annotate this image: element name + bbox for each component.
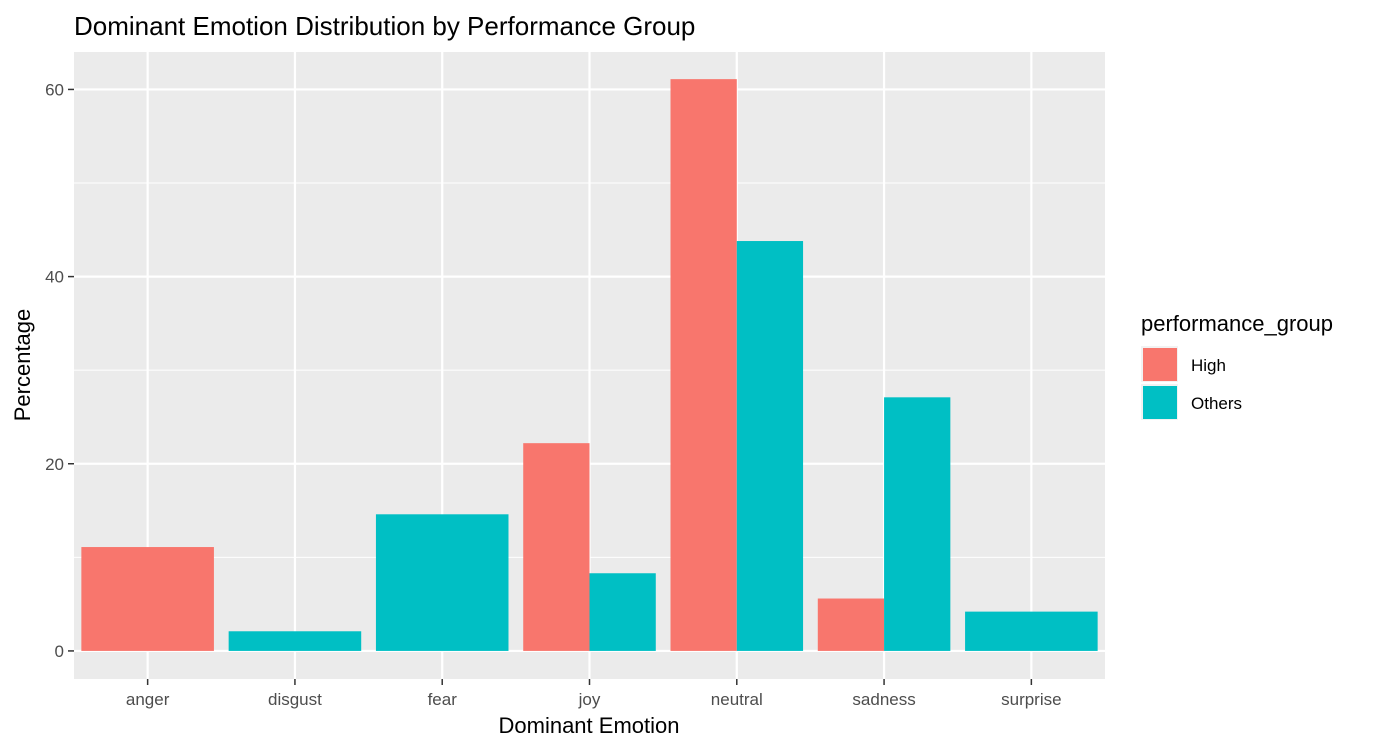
bar-high-sadness xyxy=(817,598,885,651)
bars xyxy=(81,79,1098,651)
x-tick-label: fear xyxy=(428,690,458,709)
x-axis-ticks: anger disgust fear joy neutral sadness surpris… xyxy=(126,679,1062,709)
y-tick-label: 40 xyxy=(45,268,64,287)
y-axis-ticks: 0 20 40 60 xyxy=(45,80,74,661)
legend-swatch-high xyxy=(1143,348,1177,381)
bar-high-joy xyxy=(523,443,590,651)
x-tick-label: joy xyxy=(578,690,601,709)
bar-others-disgust xyxy=(228,631,362,651)
legend-title: performance_group xyxy=(1141,311,1333,336)
y-tick-label: 0 xyxy=(55,642,64,661)
legend-label-others: Others xyxy=(1191,394,1242,413)
x-tick-label: anger xyxy=(126,690,170,709)
legend-items: High Others xyxy=(1141,346,1242,420)
bar-others-joy xyxy=(589,573,656,651)
y-tick-label: 60 xyxy=(45,80,64,99)
bar-others-surprise xyxy=(965,611,1098,651)
legend: performance_group High Others xyxy=(1141,311,1333,420)
x-tick-label: neutral xyxy=(711,690,763,709)
bar-high-neutral xyxy=(670,79,737,651)
bar-high-anger xyxy=(81,547,214,651)
x-axis-title: Dominant Emotion xyxy=(499,713,680,738)
legend-label-high: High xyxy=(1191,356,1226,375)
legend-swatch-others xyxy=(1143,386,1177,419)
x-tick-label: surprise xyxy=(1001,690,1061,709)
y-tick-label: 20 xyxy=(45,455,64,474)
chart-title: Dominant Emotion Distribution by Perform… xyxy=(74,11,695,41)
x-tick-label: disgust xyxy=(268,690,322,709)
bar-others-fear xyxy=(375,514,509,651)
y-axis-title: Percentage xyxy=(10,309,35,422)
bar-others-neutral xyxy=(736,241,804,651)
bar-others-sadness xyxy=(884,397,951,651)
x-tick-label: sadness xyxy=(852,690,915,709)
